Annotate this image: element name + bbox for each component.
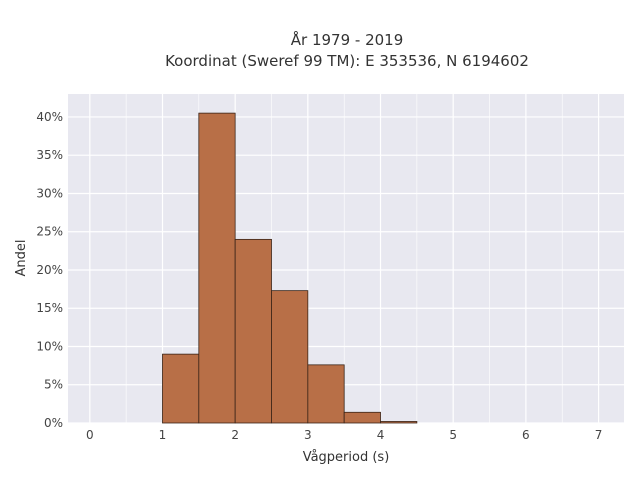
- histogram-bar: [343, 411, 381, 424]
- y-axis-ticks: 0% 5% 10% 15% 20% 25% 30% 35% 40%: [36, 110, 63, 430]
- histogram-bar: [162, 353, 200, 424]
- x-axis-label: Vågperiod (s): [303, 450, 390, 465]
- plot-area: [68, 94, 624, 423]
- chart-title-line1: År 1979 - 2019: [291, 30, 404, 49]
- histogram-bar: [380, 421, 418, 424]
- chart-title-line2: Koordinat (Sweref 99 TM): E 353536, N 61…: [165, 52, 529, 70]
- y-tick-label: 25%: [36, 225, 63, 239]
- x-tick-label: 1: [159, 428, 167, 442]
- y-tick-label: 35%: [36, 148, 63, 162]
- x-tick-label: 4: [377, 428, 385, 442]
- x-tick-label: 2: [231, 428, 239, 442]
- y-tick-label: 40%: [36, 110, 63, 124]
- y-tick-label: 5%: [44, 378, 63, 392]
- y-tick-label: 0%: [44, 416, 63, 430]
- bar-series: [162, 112, 418, 424]
- histogram-bar: [234, 238, 272, 424]
- x-tick-label: 7: [595, 428, 603, 442]
- y-tick-label: 15%: [36, 301, 63, 315]
- y-tick-label: 20%: [36, 263, 63, 277]
- histogram-bar: [271, 290, 309, 424]
- grid-lines: [68, 94, 624, 424]
- y-tick-label: 30%: [36, 186, 63, 200]
- histogram-bar: [307, 364, 345, 424]
- x-tick-label: 6: [522, 428, 530, 442]
- x-axis-ticks: 0 1 2 3 4 5 6 7: [86, 428, 602, 442]
- x-tick-label: 0: [86, 428, 94, 442]
- x-tick-label: 5: [449, 428, 457, 442]
- x-tick-label: 3: [304, 428, 312, 442]
- histogram-bar: [198, 112, 236, 424]
- y-axis-label: Andel: [14, 240, 29, 277]
- y-tick-label: 10%: [36, 339, 63, 353]
